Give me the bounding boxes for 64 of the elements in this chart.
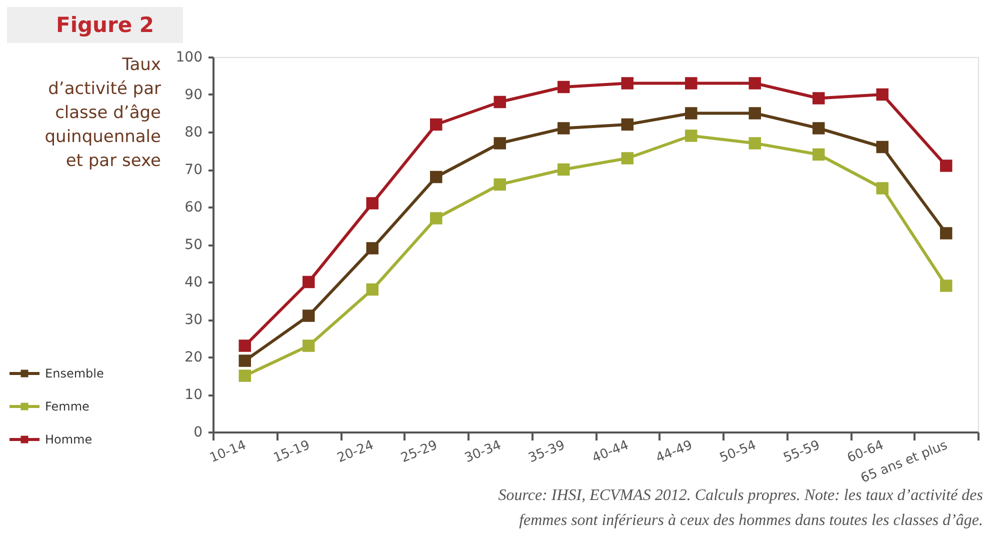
x-tick-label: 35-39 xyxy=(526,438,568,466)
legend-label: Homme xyxy=(45,432,92,446)
y-tick-label: 70 xyxy=(184,162,202,178)
y-tick-label: 80 xyxy=(184,124,202,140)
y-tick-label: 0 xyxy=(194,424,202,440)
point xyxy=(621,152,634,164)
x-tick-label: 30-34 xyxy=(462,438,504,466)
point xyxy=(812,122,825,134)
x-tick-label: 25-29 xyxy=(398,438,440,466)
y-tick-label: 40 xyxy=(184,274,202,290)
y-tick-label: 90 xyxy=(184,87,202,103)
point xyxy=(238,370,251,382)
point xyxy=(685,107,698,120)
y-tick-label: 10 xyxy=(184,387,202,403)
y-tick-label: 50 xyxy=(184,237,202,253)
point xyxy=(621,118,634,131)
point xyxy=(302,276,315,288)
point xyxy=(238,354,251,367)
x-tick-label: 55-59 xyxy=(781,438,822,466)
point xyxy=(366,242,378,254)
legend-label: Ensemble xyxy=(45,366,104,380)
point xyxy=(876,182,888,194)
text: Taux d’activité par classe d’âge quinquennale et par sexe xyxy=(44,55,162,171)
source-note: Source: IHSI, ECVMAS 2012. Calculs propres. Note: les taux d’activité des femmes sont inférieurs à ceux des hommes dans toutes les classes d’âge. xyxy=(498,487,983,529)
y-tick-label: 60 xyxy=(184,200,202,216)
point xyxy=(430,118,442,131)
point xyxy=(621,77,634,90)
y-tick-label: 30 xyxy=(184,312,202,328)
x-tick-label: 40-44 xyxy=(590,438,631,466)
legend-label: Femme xyxy=(45,400,90,414)
point xyxy=(366,197,378,210)
point xyxy=(494,178,506,191)
x-tick-label: 10-14 xyxy=(208,438,248,466)
point xyxy=(302,310,315,322)
point xyxy=(685,130,698,142)
x-tick-label: 50-54 xyxy=(718,438,758,466)
point xyxy=(238,340,251,352)
point xyxy=(558,80,570,94)
x-tick-label: 15-19 xyxy=(271,438,312,466)
point xyxy=(366,283,378,296)
point xyxy=(558,163,570,176)
point xyxy=(876,140,888,154)
point xyxy=(940,227,952,240)
chart-title: Figure 2 xyxy=(56,13,154,37)
x-tick-label: 60-64 xyxy=(845,438,886,466)
point xyxy=(558,122,570,134)
x-tick-label: 44-49 xyxy=(654,438,695,466)
point xyxy=(430,170,442,184)
point xyxy=(685,77,698,90)
point xyxy=(430,212,442,224)
y-tick-label: 100 xyxy=(176,50,202,66)
point xyxy=(940,280,952,292)
point xyxy=(748,107,761,120)
point xyxy=(876,88,888,101)
y-tick-label: 20 xyxy=(184,350,202,366)
point xyxy=(812,92,825,104)
point xyxy=(494,137,506,150)
point xyxy=(748,77,761,90)
point xyxy=(748,137,761,150)
point xyxy=(494,96,506,108)
point xyxy=(940,160,952,172)
x-tick-label: 20-24 xyxy=(335,438,376,466)
point xyxy=(302,340,315,352)
point xyxy=(812,148,825,161)
